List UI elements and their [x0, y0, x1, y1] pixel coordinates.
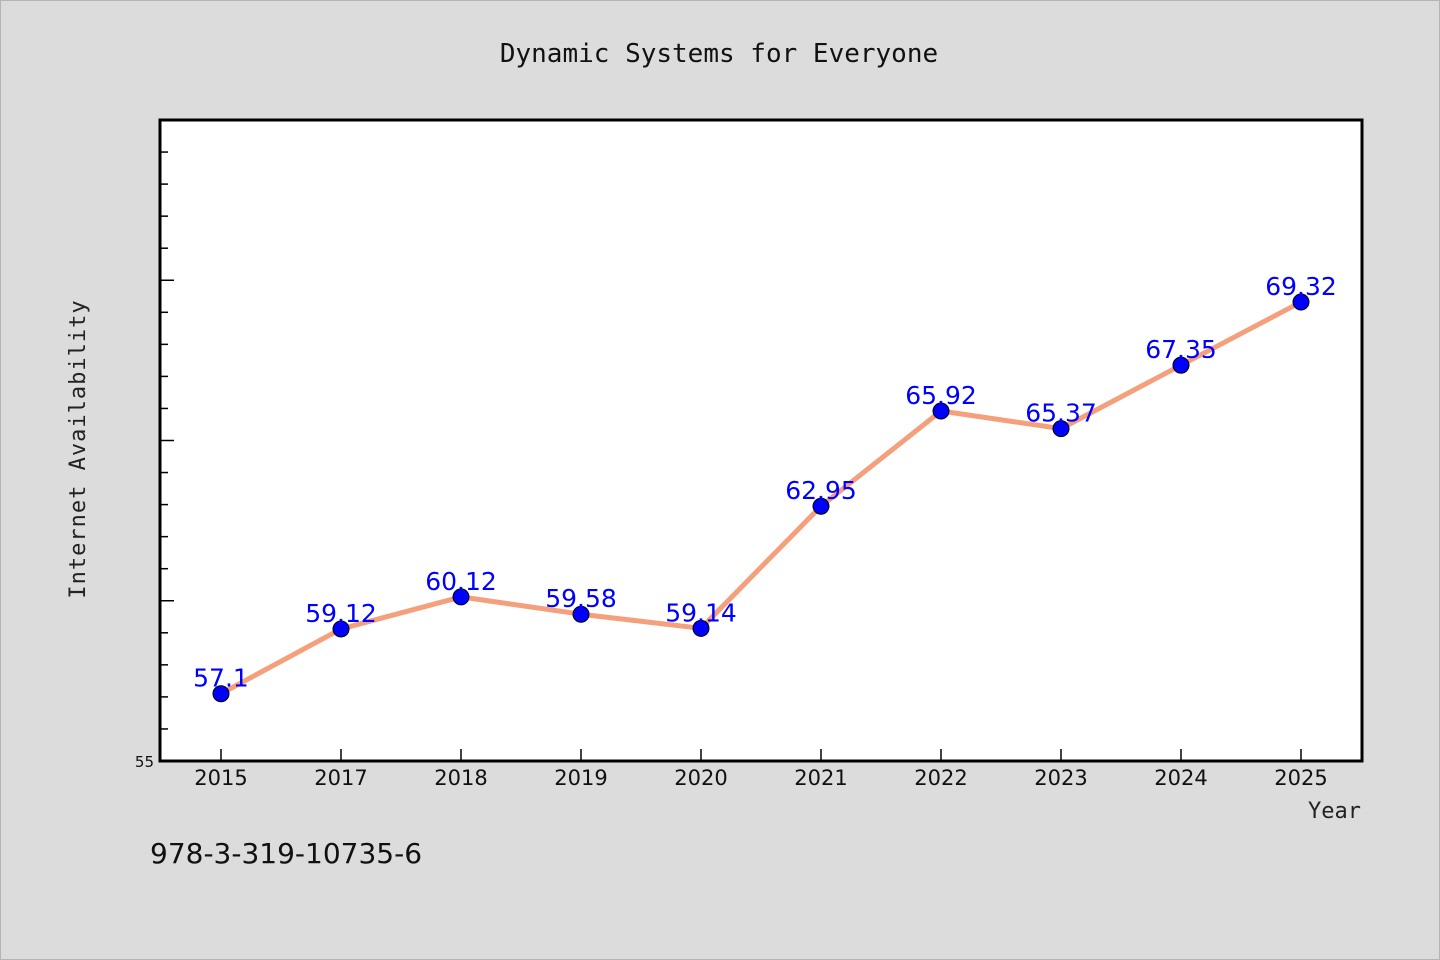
plot-area — [158, 118, 1364, 763]
data-point — [572, 605, 590, 623]
y-axis-label: Internet Availability — [66, 299, 91, 598]
data-point — [212, 685, 230, 703]
x-axis-ticks: 2015 2017 2018 2019 2020 2021 2022 2023 2024 2025 — [194, 749, 1328, 790]
data-point — [1052, 420, 1070, 438]
data-point — [452, 588, 470, 606]
data-point — [332, 620, 350, 638]
data-point — [812, 497, 830, 515]
x-tick-label: 2025 — [1274, 766, 1327, 790]
x-tick-label: 2024 — [1154, 766, 1207, 790]
chart-title: Dynamic Systems for Everyone — [500, 39, 938, 69]
series-line — [218, 299, 1304, 697]
series-line-group — [218, 299, 1304, 697]
x-tick-label: 2021 — [794, 766, 847, 790]
data-point — [1292, 293, 1310, 311]
data-label: 69.32 — [1265, 272, 1337, 301]
data-point — [932, 402, 950, 420]
data-label: 59.58 — [545, 584, 617, 613]
data-label: 67.35 — [1145, 335, 1217, 364]
data-labels: 57.1 59.12 60.12 59.58 59.14 62.95 65.92 65.37 6… — [193, 272, 1337, 693]
y-tick-label: 55 — [135, 753, 154, 771]
data-label: 60.12 — [425, 567, 497, 596]
x-tick-label: 2015 — [194, 766, 247, 790]
x-tick-label: 2022 — [914, 766, 967, 790]
data-point — [1172, 356, 1190, 374]
x-tick-label: 2023 — [1034, 766, 1087, 790]
data-label: 65.37 — [1025, 399, 1097, 428]
x-tick-label: 2020 — [674, 766, 727, 790]
x-tick-label: 2019 — [554, 766, 607, 790]
y-axis-ticks: 55 — [135, 151, 174, 771]
isbn-footer: 978-3-319-10735-6 — [150, 837, 422, 870]
x-axis-label: Year — [1308, 799, 1361, 824]
x-tick-label: 2017 — [314, 766, 367, 790]
x-tick-label: 2018 — [434, 766, 487, 790]
data-label: 59.12 — [305, 599, 377, 628]
data-label: 62.95 — [785, 476, 857, 505]
data-label: 57.1 — [193, 664, 249, 693]
data-point — [692, 619, 710, 637]
data-markers — [212, 293, 1310, 703]
data-label: 65.92 — [905, 381, 977, 410]
data-label: 59.14 — [665, 598, 737, 627]
